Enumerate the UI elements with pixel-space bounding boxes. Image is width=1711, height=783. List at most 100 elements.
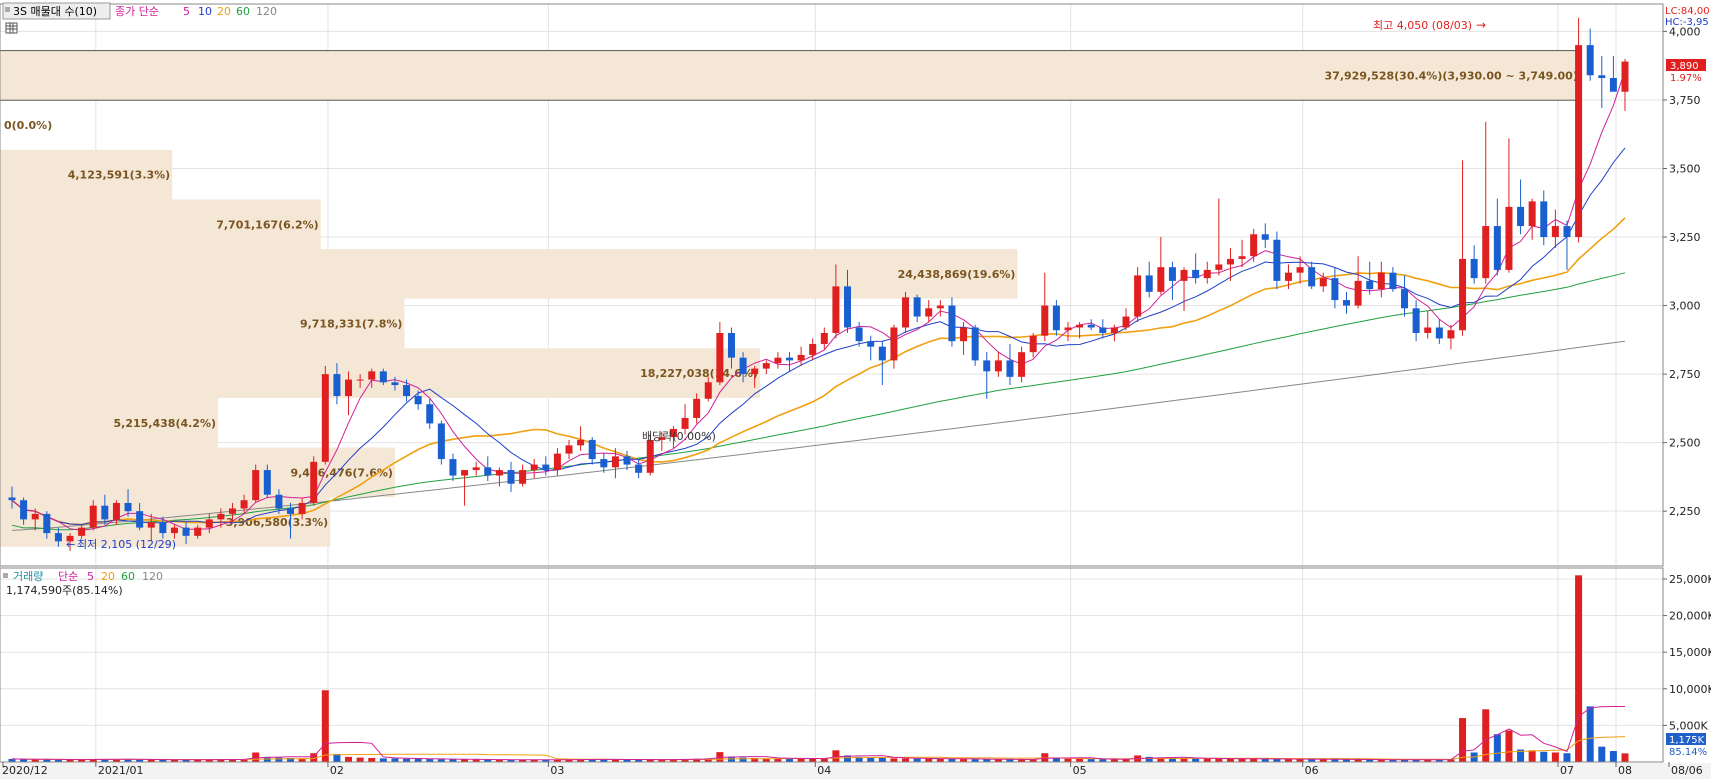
panel-title-marker: [5, 7, 10, 12]
vol-ma-5-label: 5: [87, 570, 94, 583]
volume-profile-label: 0(0.0%): [4, 119, 52, 132]
volume-bar: [1598, 746, 1606, 762]
volume-bar: [1029, 759, 1037, 762]
volume-tick-label: 10,000K: [1669, 683, 1711, 696]
x-tick-label: 02: [330, 764, 344, 777]
candle-body: [867, 341, 875, 347]
ma-60-label: 60: [236, 5, 250, 18]
candle-body: [507, 470, 515, 484]
volume-bar: [426, 759, 434, 762]
table-icon[interactable]: [5, 22, 18, 34]
volume-bar: [751, 757, 759, 762]
volume-bar: [240, 759, 248, 762]
low-arrow-icon: ←: [66, 538, 75, 551]
candle-body: [1134, 275, 1142, 317]
candle-body: [1493, 226, 1501, 270]
volume-bar: [878, 757, 886, 762]
volume-bar: [1308, 759, 1316, 762]
volume-bar: [1273, 759, 1281, 762]
candle-body: [1180, 269, 1188, 281]
volume-bar: [403, 758, 411, 762]
volume-bar: [669, 759, 677, 762]
panel-title-box[interactable]: [2, 2, 111, 20]
volume-profile-bar: [0, 298, 405, 349]
volume-bar: [1528, 750, 1536, 762]
candle-body: [89, 505, 97, 528]
volume-ma-label: 단순: [58, 570, 78, 583]
candle-body: [774, 357, 782, 364]
candle-body: [1389, 272, 1397, 290]
volume-profile-label: 9,718,331(7.8%): [300, 318, 403, 331]
volume-bar: [1540, 751, 1548, 762]
candle-body: [1563, 226, 1571, 238]
volume-bar: [1517, 749, 1525, 762]
volume-bar: [623, 759, 631, 762]
vol-ma-60-label: 60: [121, 570, 135, 583]
volume-bar: [461, 759, 469, 762]
candle-body: [983, 360, 991, 372]
candle-body: [298, 502, 306, 514]
volume-bar: [658, 759, 666, 762]
volume-bar: [1551, 752, 1559, 762]
candle-body: [565, 445, 573, 454]
candle-body: [437, 423, 445, 460]
volume-bar: [298, 758, 306, 762]
volume-bar: [693, 758, 701, 762]
candle-body: [820, 332, 828, 344]
volume-bar: [925, 758, 933, 762]
volume-bar: [228, 759, 236, 762]
volume-bar: [1447, 759, 1455, 762]
candle-body: [66, 535, 74, 542]
candle-body: [275, 494, 283, 509]
volume-current-readout: 1,174,590주(85.14%): [6, 584, 123, 597]
candle-body: [101, 505, 109, 520]
volume-bar: [275, 757, 283, 762]
candle-body: [1052, 305, 1060, 331]
candle-body: [1505, 206, 1513, 270]
volume-bar: [1621, 753, 1629, 762]
candle-body: [1076, 324, 1084, 328]
volume-bar: [170, 759, 178, 762]
volume-bar: [739, 757, 747, 762]
candle-body: [1192, 269, 1200, 279]
last-price-badge: [1666, 59, 1706, 71]
candle-body: [669, 428, 677, 438]
candle-body: [205, 519, 213, 528]
candle-body: [1250, 234, 1258, 257]
volume-bar: [635, 759, 643, 762]
candle-body: [449, 459, 457, 476]
candle-body: [484, 467, 492, 476]
volume-bar: [600, 759, 608, 762]
candle-body: [1447, 330, 1455, 339]
candle-body: [170, 527, 178, 534]
candle-body: [1528, 201, 1536, 227]
volume-bar: [495, 759, 503, 762]
volume-bar: [345, 756, 353, 762]
volume-profile-label: 5,215,438(4.2%): [114, 417, 217, 430]
volume-profile-bar: [0, 149, 173, 200]
candle-body: [217, 513, 225, 520]
volume-ma-line: [11, 706, 1625, 761]
volume-bar: [1076, 758, 1084, 762]
candle-body: [1598, 75, 1606, 79]
vol-ma-120-label: 120: [142, 570, 163, 583]
volume-bar: [1459, 718, 1467, 762]
candle-body: [1517, 206, 1525, 227]
volume-bar: [994, 759, 1002, 762]
candle-body: [1099, 327, 1107, 333]
last-price-value: 3,890: [1670, 61, 1699, 72]
volume-bar: [774, 758, 782, 762]
candle-body: [228, 508, 236, 514]
low-annotation: 최저 2,105 (12/29): [77, 538, 176, 551]
candle-body: [646, 439, 654, 473]
volume-bar: [565, 759, 573, 762]
volume-bar: [983, 759, 991, 762]
candle-body: [391, 382, 399, 386]
volume-bar: [1493, 734, 1501, 762]
candle-body: [461, 470, 469, 476]
candle-body: [321, 374, 329, 462]
candle-body: [1308, 267, 1316, 287]
candle-body: [1412, 308, 1420, 333]
candle-body: [252, 470, 260, 501]
